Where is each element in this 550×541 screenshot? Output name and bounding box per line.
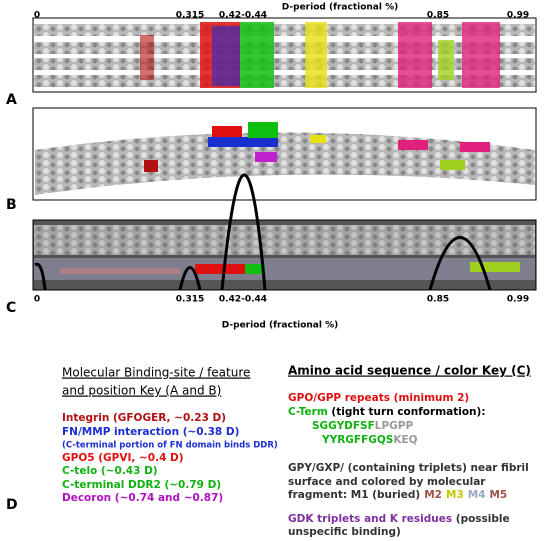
key-item: Decoron (~0.74 and ~0.87) (62, 492, 223, 504)
key-item: C-telo (~0.43 D) (62, 465, 158, 477)
seq-gray: KEQ (393, 434, 417, 446)
key-item: GPO/GPP repeats (minimum 2) (288, 392, 469, 404)
left-key-items: Integrin (GFOGER, ~0.23 D) FN/MMP interac… (62, 412, 278, 504)
tick-label: 0.42-0.44 (219, 295, 267, 305)
key-item: (C-terminal portion of FN domain binds D… (62, 441, 278, 451)
axis-label: D-period (fractional %) (282, 3, 398, 13)
panel-a-image (32, 17, 537, 93)
tick-label: 0.315 (176, 11, 204, 21)
sequence: YYRGFFGQSKEQ (321, 434, 418, 446)
seq-green: YYRGFFGQS (321, 434, 393, 446)
key-item: GPY/GXP/ (containing triplets) near fibr… (288, 462, 529, 474)
panel-b-image (32, 107, 537, 201)
key-title: and position Key (A and B) (62, 384, 221, 398)
key-item: fragment: M1 (buried) M2 M3 M4 M5 (288, 489, 507, 501)
key-text: fragment: M1 (buried) (288, 489, 420, 501)
key-item: GDK triplets and K residues (possible (288, 513, 510, 525)
tick-label: 0 (34, 11, 40, 21)
bottom-axis: 0 0.315 0.42-0.44 0.85 0.99 (34, 295, 529, 305)
fragment: M3 (446, 489, 464, 501)
tick-label: 0.85 (427, 11, 449, 21)
tick-label: 0.85 (427, 295, 449, 305)
top-axis: 0 0.315 0.42-0.44 0.85 0.99 (34, 11, 529, 21)
seq-green: SGGYDFSF (312, 420, 375, 432)
panel-c-image (32, 173, 537, 291)
panel-label: A (6, 92, 17, 108)
seq-gray: LPGPP (375, 420, 414, 432)
tick-label: 0.42-0.44 (219, 11, 267, 21)
key-item: unspecific binding) (288, 526, 401, 538)
fragment: M2 (424, 489, 442, 501)
fragment: M4 (468, 489, 486, 501)
axis-label: D-period (fractional %) (222, 321, 338, 331)
tick-label: 0 (34, 295, 40, 305)
key-item: Integrin (GFOGER, ~0.23 D) (62, 412, 226, 424)
tick-label: 0.315 (176, 295, 204, 305)
key-item: C-terminal DDR2 (~0.79 D) (62, 479, 221, 491)
sequence: SGGYDFSFLPGPP (312, 420, 413, 432)
key-title: Molecular Binding-site / feature (62, 366, 250, 380)
key-item: surface and colored by molecular (288, 476, 486, 488)
fragment: M5 (489, 489, 507, 501)
key-title: Amino acid sequence / color Key (C) (288, 364, 531, 378)
panel-label: B (6, 197, 17, 213)
panel-label: C (6, 300, 16, 316)
key-text: GDK triplets and K residues (288, 513, 452, 525)
key-text: (possible (452, 513, 510, 525)
key-text: C-Term (288, 406, 328, 418)
panel-label: D (6, 497, 18, 513)
key-item: GPO5 (GPVI, ~0.4 D) (62, 452, 184, 464)
key-item: FN/MMP interaction (~0.38 D) (62, 426, 239, 438)
key-text: (tight turn conformation): (328, 406, 486, 418)
tick-label: 0.99 (507, 11, 529, 21)
tick-label: 0.99 (507, 295, 529, 305)
key-item: C-Term (tight turn conformation): (288, 406, 486, 418)
